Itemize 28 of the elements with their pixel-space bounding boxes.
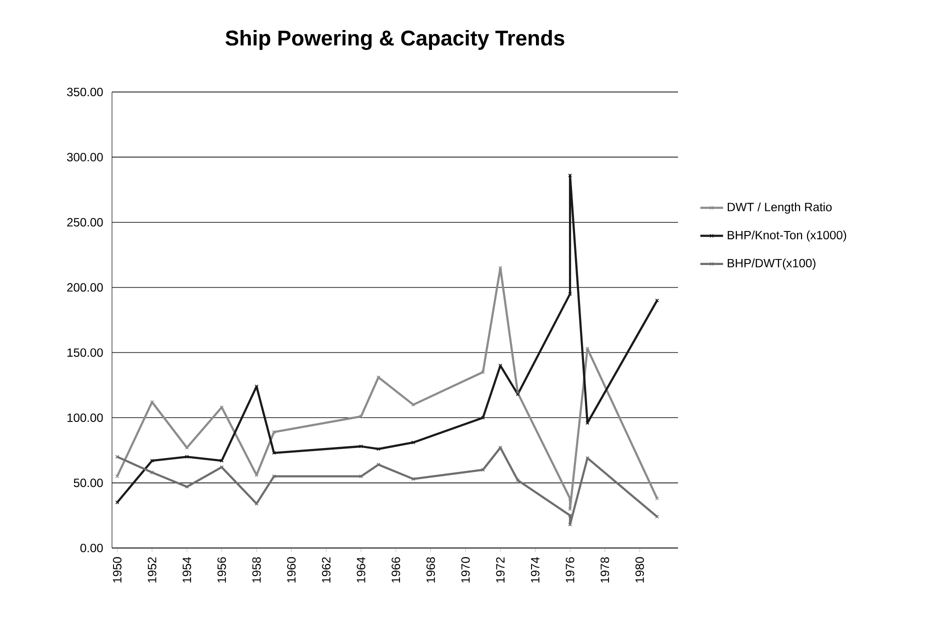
y-tick-label: 350.00 — [67, 88, 103, 96]
y-tick-label: 200.00 — [67, 283, 103, 292]
x-tick-label: 1950 — [112, 557, 122, 582]
x-tick-label: 1980 — [635, 557, 644, 582]
y-tick-label: 300.00 — [67, 152, 103, 162]
chart-title: Ship Powering & Capacity Trends — [225, 30, 564, 50]
x-tick-label: 1974 — [530, 557, 540, 582]
x-tick-label: 1952 — [148, 557, 156, 582]
x-tick-label: 1978 — [600, 557, 610, 582]
x-tick-label: 1956 — [217, 557, 226, 582]
y-tick-label: 0.00 — [80, 544, 103, 552]
x-tick-label: 1960 — [287, 557, 296, 582]
legend-label: BHP/Knot-Ton (x1000) — [728, 230, 846, 242]
x-tick-label: 1958 — [252, 557, 261, 582]
x-tick-label: 1970 — [461, 557, 470, 582]
x-tick-label: 1966 — [392, 557, 400, 582]
x-tick-label: 1968 — [426, 557, 435, 582]
legend-label: DWT / Length Ratio — [728, 202, 832, 214]
x-tick-label: 1964 — [356, 557, 366, 582]
legend-label: BHP/DWT(x100) — [728, 258, 816, 270]
y-tick-label: 100.00 — [68, 413, 103, 422]
x-tick-label: 1962 — [322, 557, 330, 582]
y-tick-label: 50.00 — [74, 478, 103, 488]
x-tick-label: 1954 — [182, 557, 192, 582]
x-tick-label: 1972 — [496, 557, 505, 582]
y-tick-label: 250.00 — [67, 218, 103, 227]
x-tick-label: 1976 — [566, 557, 574, 582]
y-tick-label: 150.00 — [68, 348, 103, 357]
